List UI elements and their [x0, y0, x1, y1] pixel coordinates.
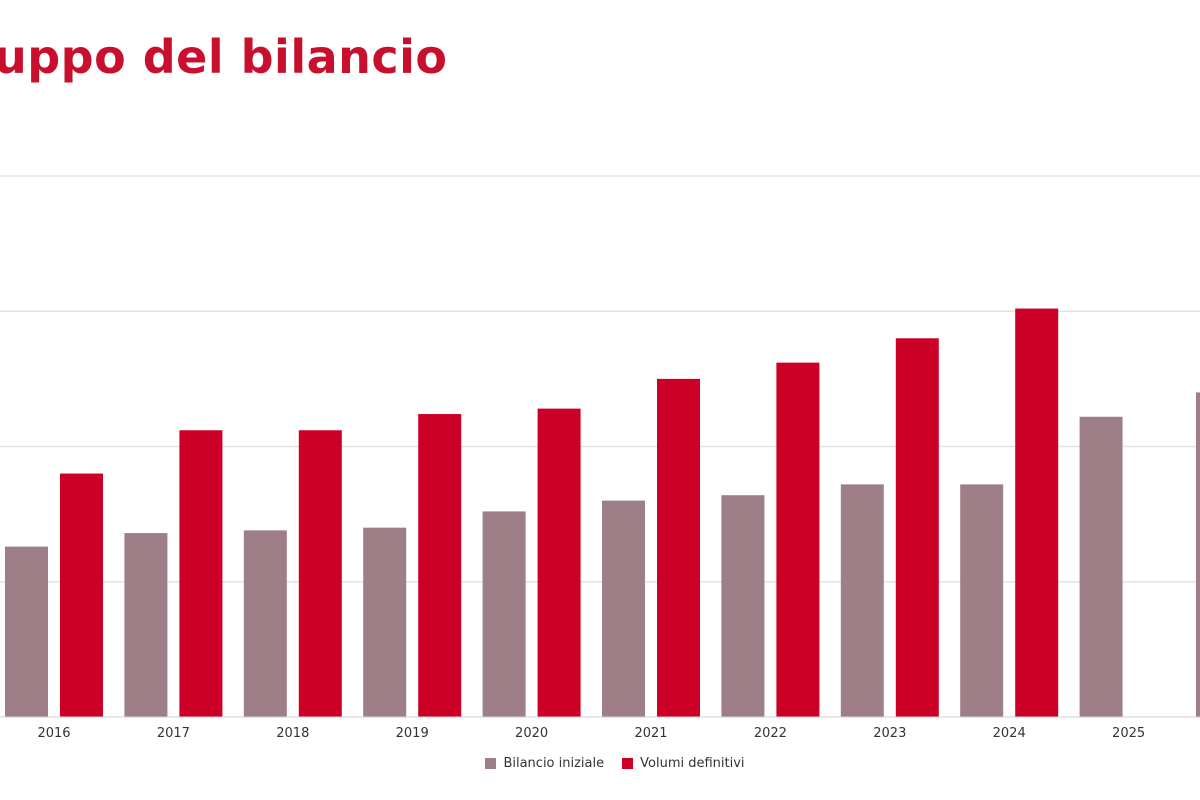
bar-bilancio-iniziale-2022 [721, 495, 765, 717]
bar-bilancio-iniziale-2016 [5, 546, 48, 717]
bar-bilancio-iniziale-2018 [243, 530, 287, 717]
legend-item-bilancio-iniziale[interactable]: Bilancio iniziale [485, 756, 604, 771]
x-tick-label-2017: 2017 [157, 726, 190, 741]
bar-bilancio-iniziale-2023 [840, 484, 884, 717]
bar-volumi-definitivi-2021 [657, 378, 700, 717]
x-tick-label-2025: 2025 [1112, 726, 1145, 741]
bar-volumi-definitivi-2024 [1015, 308, 1059, 717]
bar-bilancio-iniziale-2024 [960, 484, 1004, 717]
bar-bilancio-iniziale-2017 [124, 533, 168, 717]
x-tick-labels: 2016 2017 2018 2019 2020 2021 2022 2023 2024 2025 [37, 726, 1145, 741]
bars [5, 308, 1200, 717]
x-tick-label-2020: 2020 [515, 726, 548, 741]
legend-swatch-bilancio-iniziale [485, 758, 497, 769]
bar-cropped-edge [1196, 392, 1200, 717]
x-tick-label-2018: 2018 [276, 726, 309, 741]
bar-volumi-definitivi-2018 [298, 430, 342, 717]
x-tick-label-2016: 2016 [37, 726, 70, 741]
bar-bilancio-iniziale-2021 [602, 500, 645, 717]
x-tick-label-2019: 2019 [396, 726, 429, 741]
bar-bilancio-iniziale-2020 [482, 511, 526, 717]
bar-bilancio-iniziale-2025 [1079, 416, 1123, 717]
legend-item-volumi-definitivi[interactable]: Volumi definitivi [622, 756, 745, 771]
x-tick-label-2021: 2021 [634, 726, 667, 741]
legend-label-volumi-definitivi: Volumi definitivi [640, 756, 745, 771]
bar-volumi-definitivi-2017 [179, 430, 223, 717]
legend-swatch-volumi-definitivi [622, 758, 634, 769]
x-tick-label-2024: 2024 [993, 726, 1026, 741]
bar-bilancio-iniziale-2019 [363, 527, 407, 717]
legend: Bilancio iniziale Volumi definitivi [0, 756, 1200, 771]
bar-volumi-definitivi-2016 [60, 473, 103, 717]
bar-volumi-definitivi-2023 [895, 338, 939, 717]
x-tick-label-2023: 2023 [873, 726, 906, 741]
bar-volumi-definitivi-2020 [537, 408, 581, 717]
legend-label-bilancio-iniziale: Bilancio iniziale [503, 756, 605, 771]
page-title: uppo del bilancio [0, 30, 448, 84]
bar-volumi-definitivi-2019 [418, 414, 462, 717]
x-tick-label-2022: 2022 [754, 726, 787, 741]
bar-volumi-definitivi-2022 [776, 362, 820, 717]
